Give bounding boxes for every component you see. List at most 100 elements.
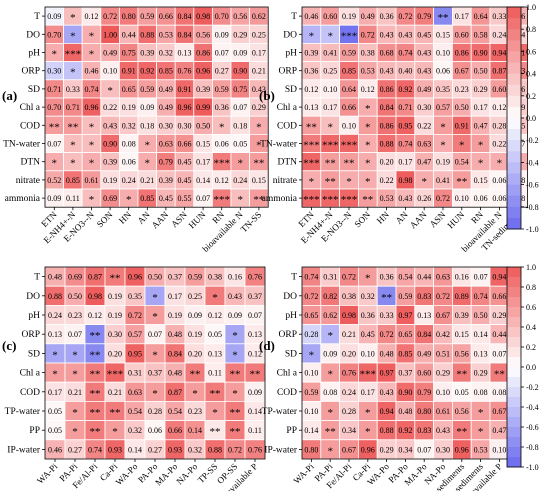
cell-label: *	[126, 194, 132, 206]
colorbar-swatch	[507, 40, 521, 52]
cell-label: **	[230, 426, 241, 438]
colorbar-swatch	[507, 173, 521, 185]
cell-label: *	[72, 407, 78, 419]
cell-label: ***	[303, 194, 320, 206]
column-label: AAN	[408, 209, 429, 230]
cell-label: 0.45	[361, 330, 375, 339]
cell-label: 0.44	[417, 273, 431, 282]
cell-label: 0.12	[248, 349, 262, 358]
cell-label: *	[89, 158, 95, 170]
cell-label: 0.15	[436, 30, 450, 39]
cell-label: *	[440, 140, 446, 152]
cell-label: 0.09	[323, 349, 337, 358]
cell-label: 0.72	[128, 311, 142, 320]
cell-label: *	[232, 349, 238, 361]
cell-label: *	[70, 158, 76, 170]
cell-label: 0.35	[436, 85, 450, 94]
cell-label: *	[309, 30, 315, 42]
cell-label: **	[306, 121, 317, 133]
row-label: Chl a	[277, 369, 298, 379]
cell-label: 0.28	[342, 407, 356, 416]
cell-label: 0.37	[148, 369, 162, 378]
cell-label: 0.85	[398, 349, 412, 358]
cell-label: *	[152, 388, 158, 400]
cell-label: 0.50	[474, 67, 488, 76]
cell-label: 0.07	[417, 445, 431, 454]
cell-label: 0.07	[492, 349, 506, 358]
cell-label: **	[325, 158, 336, 170]
cell-label: 0.98	[398, 176, 412, 185]
cell-label: 0.60	[323, 12, 337, 21]
cell-label: *	[89, 140, 95, 152]
cell-label: 0.37	[398, 369, 412, 378]
row-label: TN-water	[260, 140, 298, 150]
cell-label: 0.15	[474, 176, 488, 185]
row-label: ORP	[279, 330, 297, 340]
cell-label: 0.25	[323, 67, 337, 76]
colorbar-swatch	[507, 7, 521, 19]
cell-label: 0.54	[398, 273, 412, 282]
cell-label: 0.39	[159, 176, 173, 185]
cell-label: *	[365, 121, 371, 133]
cell-label: 0.06	[215, 140, 229, 149]
cell-label: 0.20	[380, 158, 394, 167]
cell-label: 0.19	[108, 292, 122, 301]
colorbar-tick-label: 0.8	[526, 25, 536, 34]
cell-label: *	[72, 426, 78, 438]
cell-label: *	[89, 194, 95, 206]
colorbar-swatch	[507, 73, 521, 86]
cell-label: **	[230, 407, 241, 419]
cell-label: 0.83	[417, 292, 431, 301]
row-label: DO	[26, 30, 40, 40]
cell-label: 0.43	[398, 30, 412, 39]
cell-label: 0.96	[178, 103, 192, 112]
cell-label: 0.53	[380, 194, 394, 203]
cell-label: 0.65	[304, 311, 318, 320]
cell-label: 0.06	[474, 194, 488, 203]
cell-label: 0.18	[140, 121, 154, 130]
colorbar-tick-label: -0.2	[526, 136, 539, 145]
cell-label: ***	[107, 369, 124, 381]
colorbar-swatch	[507, 457, 521, 468]
panel-label: (d)	[259, 338, 275, 353]
colorbar-tick-label: -0.8	[526, 203, 539, 212]
cell-label: **	[90, 369, 101, 381]
cell-label: 0.43	[252, 85, 266, 94]
cell-label: 0.67	[342, 445, 356, 454]
cell-label: 0.48	[168, 330, 182, 339]
cell-label: *	[232, 388, 238, 400]
cell-label: 0.71	[66, 103, 80, 112]
cell-label: *	[497, 158, 503, 170]
cell-label: 0.95	[398, 121, 412, 130]
cell-label: 0.72	[380, 330, 394, 339]
row-label: TN-water	[3, 140, 41, 150]
cell-label: ***	[65, 49, 82, 61]
cell-label: 0.70	[47, 103, 61, 112]
cell-label: *	[256, 121, 262, 133]
cell-label: 0.49	[361, 12, 375, 21]
cell-label: 0.37	[168, 273, 182, 282]
cell-label: 0.54	[168, 407, 182, 416]
cell-label: 0.22	[492, 140, 506, 149]
cell-label: 0.14	[248, 407, 262, 416]
cell-label: 0.90	[103, 140, 117, 149]
cell-label: 0.72	[436, 194, 450, 203]
cell-label: 0.11	[208, 369, 222, 378]
cell-label: *	[89, 30, 95, 42]
heatmap-panel-4: 0.74 0.31 0.72 * 0.36 0.54 0.44 0.63 0.16 0.07 0.9…	[259, 266, 510, 491]
column-label: ASN	[169, 209, 189, 229]
cell-label: 0.88	[48, 292, 62, 301]
cell-label: *	[421, 176, 427, 188]
cell-label: 0.16	[455, 273, 469, 282]
column-label: ASN	[428, 209, 448, 229]
cell-label: 0.50	[196, 121, 210, 130]
column-label: TP-SS	[196, 461, 220, 485]
cell-label: 0.86	[380, 85, 394, 94]
row-label: pH	[28, 49, 40, 59]
cell-label: 0.49	[417, 85, 431, 94]
cell-label: 0.72	[228, 445, 242, 454]
cell-label: 0.28	[148, 407, 162, 416]
cell-label: **	[110, 407, 121, 419]
cell-label: 0.21	[252, 67, 266, 76]
